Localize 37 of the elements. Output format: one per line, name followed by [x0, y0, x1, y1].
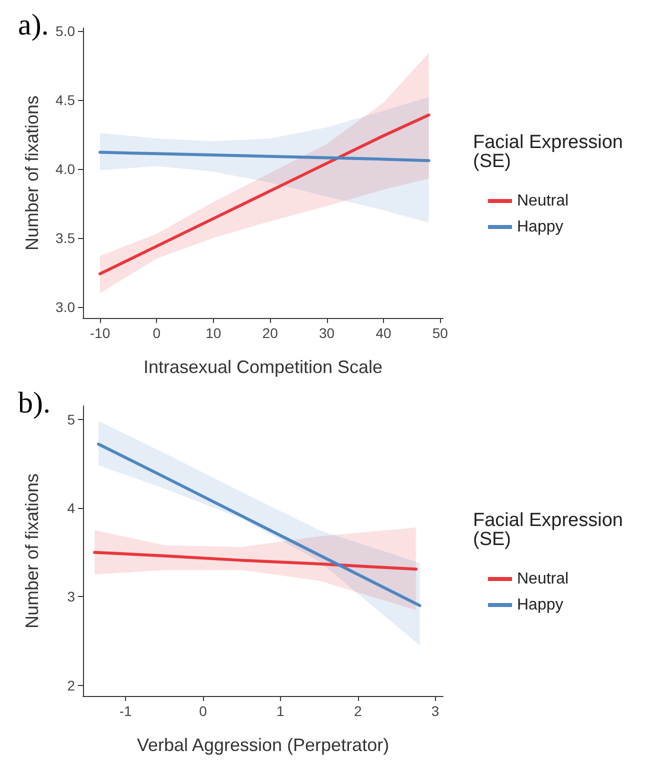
x-tick-label: 50 — [432, 325, 448, 341]
legend-label: Neutral — [517, 192, 569, 210]
y-tick-label: 3.5 — [56, 230, 76, 246]
line-series — [98, 114, 430, 276]
x-tick-label: 30 — [318, 325, 335, 341]
x-tick-label: 10 — [206, 325, 222, 341]
line-series — [93, 550, 418, 571]
x-tick-label: 3 — [431, 703, 440, 719]
y-tick-label: 4.0 — [56, 160, 76, 177]
y-tick-label: 4 — [67, 500, 76, 516]
x-tick-label: 0 — [152, 325, 161, 341]
x-tick-label: 20 — [262, 325, 278, 341]
legend-label: Happy — [517, 596, 564, 614]
line-series — [96, 442, 422, 608]
y-axis-title: Number of fixations — [22, 95, 42, 251]
y-tick-label: 5.0 — [56, 22, 76, 39]
legend-label: Happy — [517, 218, 564, 236]
legend-title: Facial Expression (SE) — [473, 132, 623, 172]
x-tick-label: 0 — [199, 703, 208, 719]
legend-title: Facial Expression (SE) — [473, 510, 623, 550]
x-axis-title: Intrasexual Competition Scale — [143, 357, 383, 377]
y-axis-title: Number of fixations — [22, 473, 42, 629]
x-tick-label: -10 — [90, 325, 110, 341]
y-tick-label: 5 — [67, 411, 76, 428]
legend-label: Neutral — [517, 570, 569, 588]
x-tick-label: -1 — [119, 703, 132, 719]
y-tick-label: 2 — [67, 677, 76, 694]
chart-title: b). — [18, 386, 50, 420]
x-tick-label: 40 — [376, 325, 392, 341]
line-series — [98, 150, 430, 162]
x-axis-title: Verbal Aggression (Perpetrator) — [136, 735, 390, 755]
y-tick-label: 4.5 — [56, 92, 76, 108]
x-tick-label: 1 — [276, 703, 285, 719]
chart-title: a). — [18, 8, 49, 42]
y-tick-label: 3 — [67, 588, 76, 605]
x-tick-label: 2 — [354, 703, 362, 719]
y-tick-label: 3.0 — [56, 298, 76, 315]
